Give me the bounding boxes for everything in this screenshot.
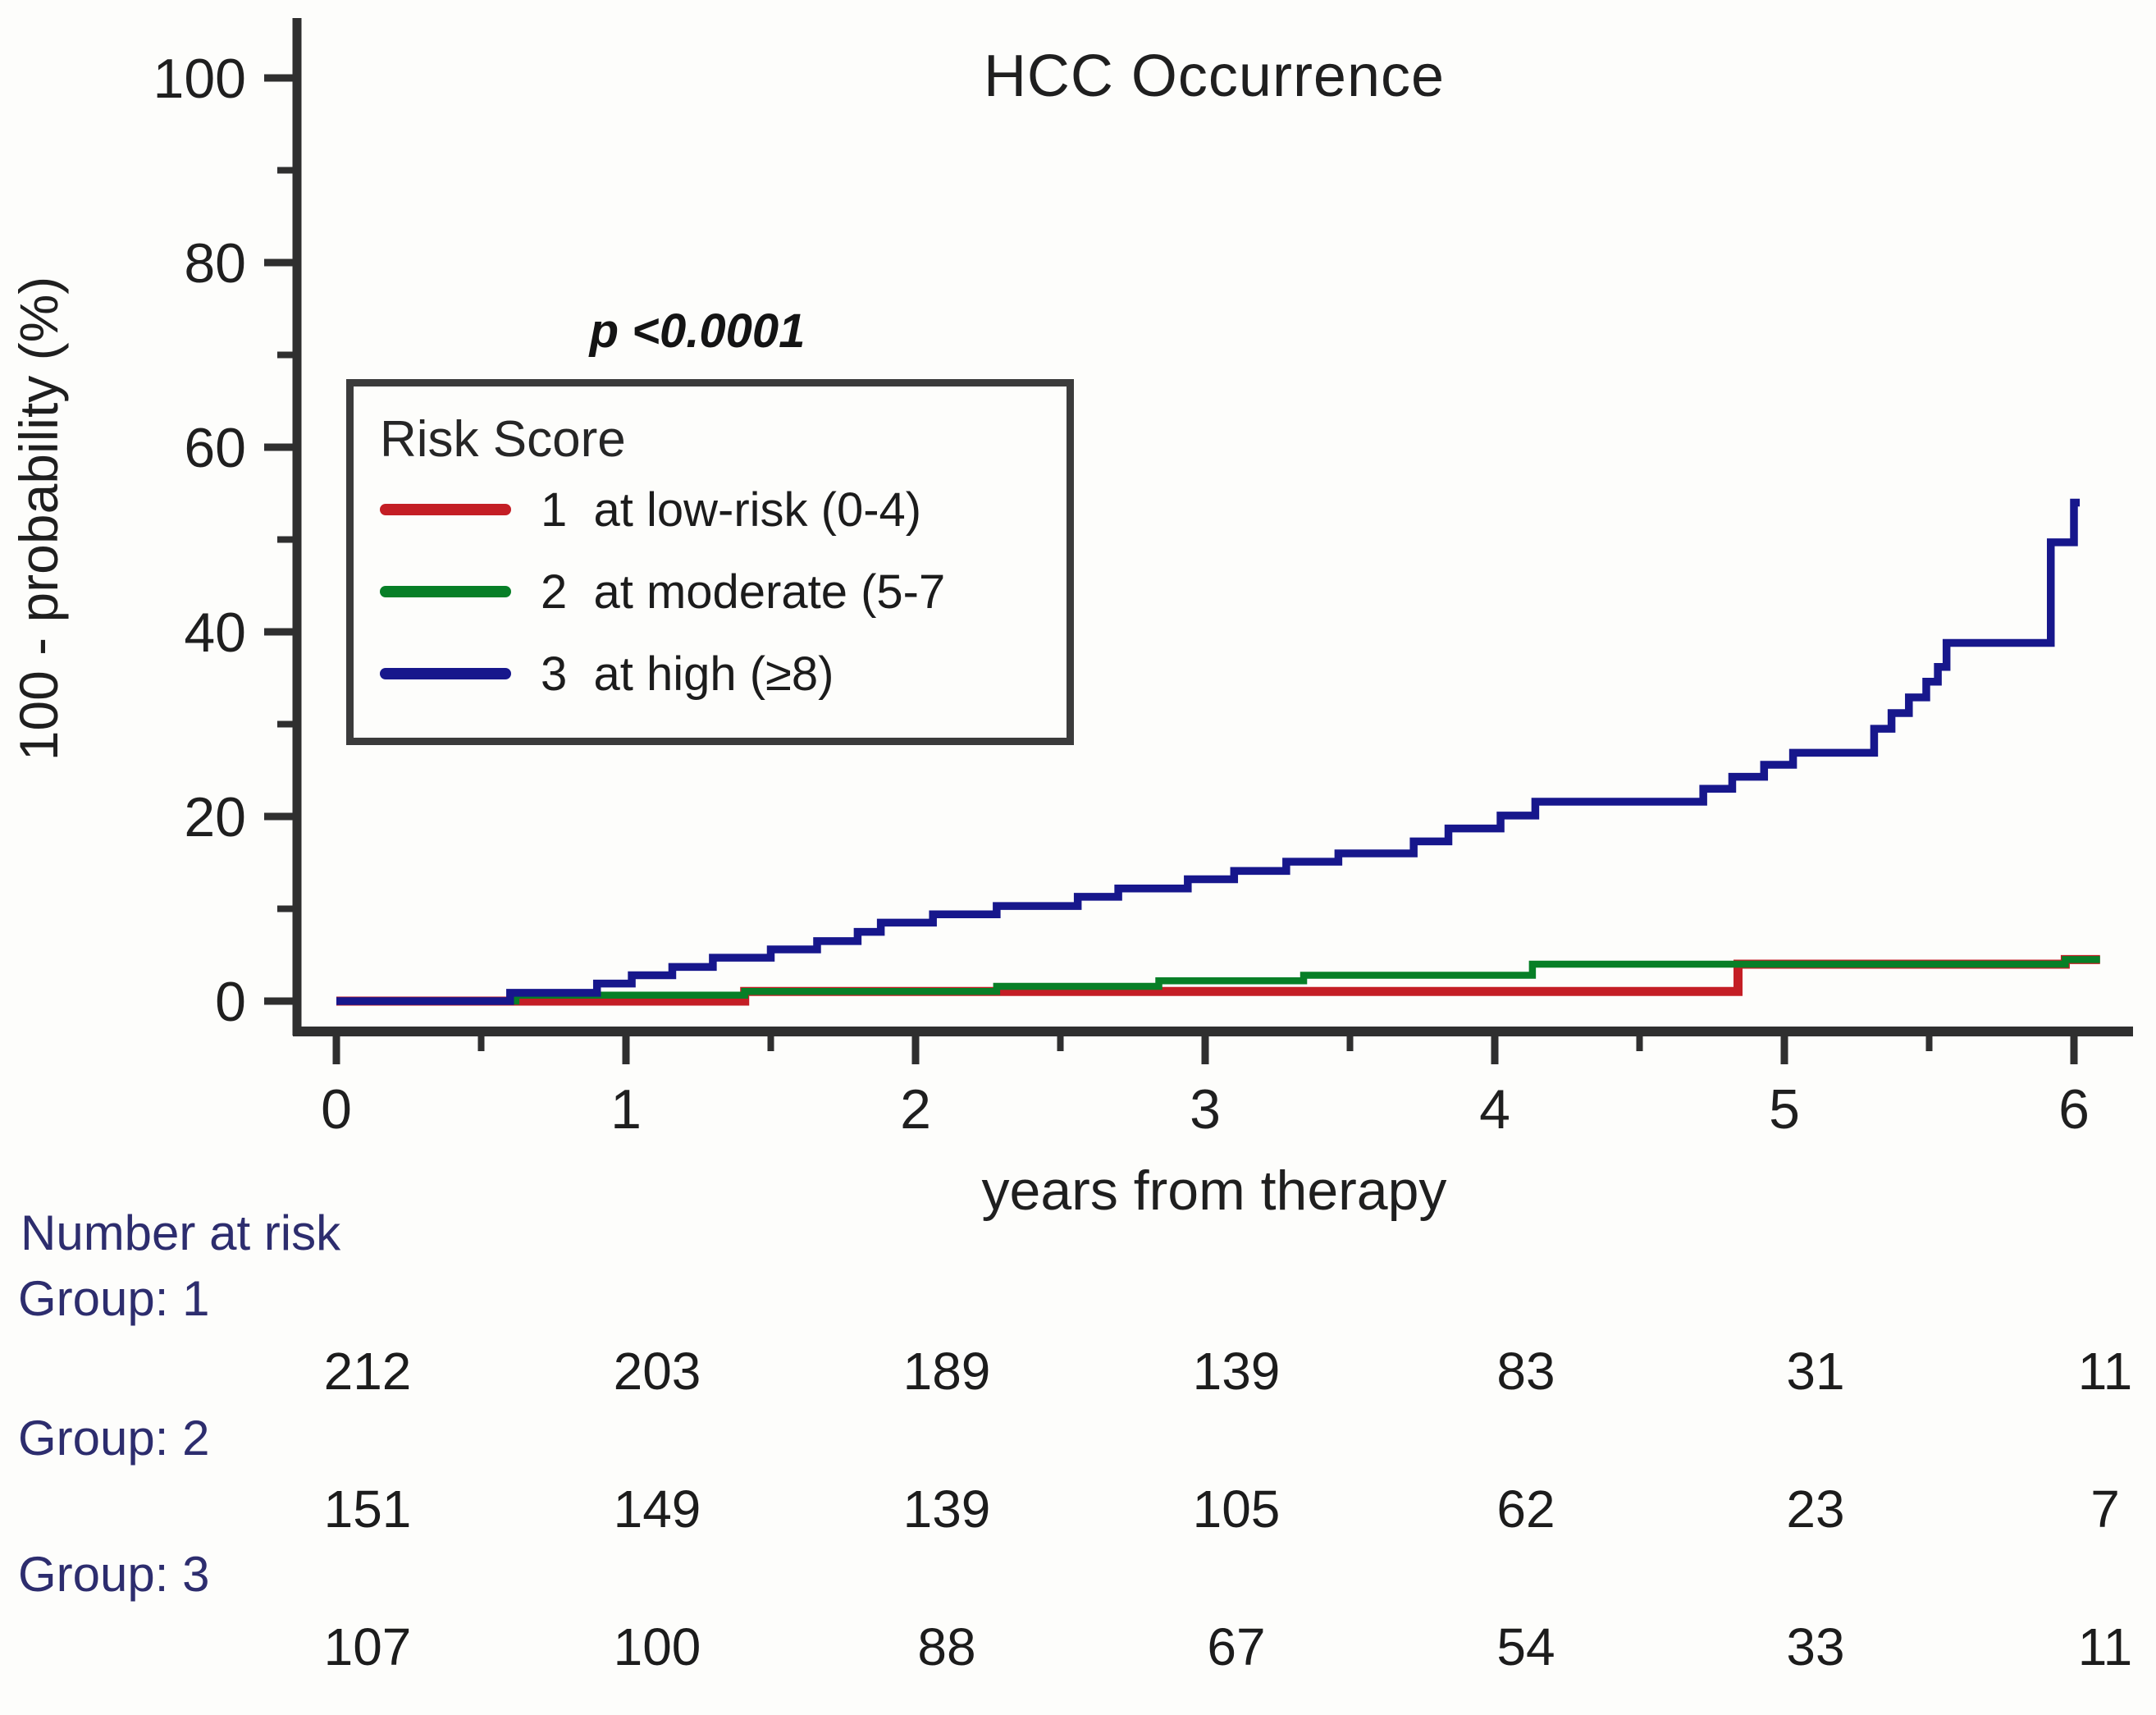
at-risk-count: 100 <box>613 1617 701 1676</box>
legend-item-moderate-risk: 2 at moderate (5-7 <box>380 551 1067 633</box>
x-tick-label: 2 <box>900 1078 931 1141</box>
number-at-risk-header: Number at risk <box>21 1205 341 1260</box>
legend-item-low-risk: 1 at low-risk (0-4) <box>380 469 1067 551</box>
group-1-at-risk-row: 212 203 189 139 83 31 11 <box>0 1341 2156 1401</box>
legend-header: Risk Score <box>380 411 626 468</box>
survival-plot: 0 20 40 60 80 100 0 1 2 3 4 5 6 100 - probability (%… <box>8 18 2133 1141</box>
axis-spines <box>292 18 2133 1036</box>
legend-item-high-risk: 3 at high (≥8) <box>380 633 1067 715</box>
at-risk-count: 11 <box>2077 1617 2133 1676</box>
axis-ticks: 0 20 40 60 80 100 0 1 2 3 4 5 6 <box>153 48 2090 1141</box>
survival-curves <box>336 498 2100 1006</box>
high-risk-line-swatch <box>380 668 511 679</box>
at-risk-count: 105 <box>1192 1479 1281 1539</box>
at-risk-count: 67 <box>1207 1617 1266 1676</box>
x-tick-label: 3 <box>1190 1078 1221 1141</box>
x-tick-label: 5 <box>1769 1078 1800 1141</box>
x-tick-label: 6 <box>2058 1078 2090 1141</box>
group-1-label: Group: 1 <box>18 1271 210 1326</box>
at-risk-count: 189 <box>902 1342 991 1401</box>
y-tick-label: 80 <box>184 232 246 295</box>
at-risk-count: 139 <box>902 1479 991 1539</box>
group-2-label: Group: 2 <box>18 1411 210 1466</box>
at-risk-count: 151 <box>323 1479 412 1539</box>
y-tick-label: 100 <box>153 48 246 110</box>
at-risk-count: 62 <box>1496 1479 1555 1539</box>
survival-curve-group-2 <box>336 956 2100 1005</box>
y-tick-label: 20 <box>184 786 246 848</box>
x-tick-label: 0 <box>321 1078 352 1141</box>
p-value-annotation: p <0.0001 <box>589 304 806 358</box>
at-risk-count: 139 <box>1192 1342 1281 1401</box>
at-risk-count: 54 <box>1496 1617 1555 1676</box>
at-risk-count: 149 <box>613 1479 701 1539</box>
at-risk-count: 33 <box>1786 1617 1845 1676</box>
at-risk-count: 203 <box>613 1342 701 1401</box>
at-risk-count: 107 <box>323 1617 412 1676</box>
y-tick-label: 40 <box>184 601 246 664</box>
x-axis-title: years from therapy <box>981 1159 1447 1222</box>
legend-item-label: 2 at moderate (5-7 <box>541 565 946 619</box>
y-axis-title: 100 - probability (%) <box>8 277 69 761</box>
at-risk-count: 11 <box>2077 1342 2133 1401</box>
at-risk-count: 212 <box>323 1342 412 1401</box>
at-risk-count: 7 <box>2090 1479 2120 1539</box>
group-3-label: Group: 3 <box>18 1547 210 1602</box>
moderate-risk-line-swatch <box>380 586 511 597</box>
group-3-at-risk-row: 107 100 88 67 54 33 11 <box>0 1617 2156 1676</box>
low-risk-line-swatch <box>380 504 511 515</box>
chart-title: HCC Occurrence <box>983 43 1446 109</box>
survival-curve-group-3 <box>336 498 2081 1005</box>
at-risk-count: 31 <box>1786 1342 1845 1401</box>
group-2-at-risk-row: 151 149 139 105 62 23 7 <box>0 1479 2156 1539</box>
at-risk-count: 23 <box>1786 1479 1845 1539</box>
at-risk-count: 83 <box>1496 1342 1555 1401</box>
legend-item-label: 1 at low-risk (0-4) <box>541 482 922 537</box>
legend-box: Risk Score 1 at low-risk (0-4) 2 at mode… <box>346 379 1074 745</box>
at-risk-count: 88 <box>917 1617 976 1676</box>
x-tick-label: 4 <box>1479 1078 1510 1141</box>
legend-item-label: 3 at high (≥8) <box>541 647 834 701</box>
x-tick-label: 1 <box>610 1078 642 1141</box>
y-tick-label: 60 <box>184 417 246 479</box>
y-tick-label: 0 <box>215 971 246 1033</box>
